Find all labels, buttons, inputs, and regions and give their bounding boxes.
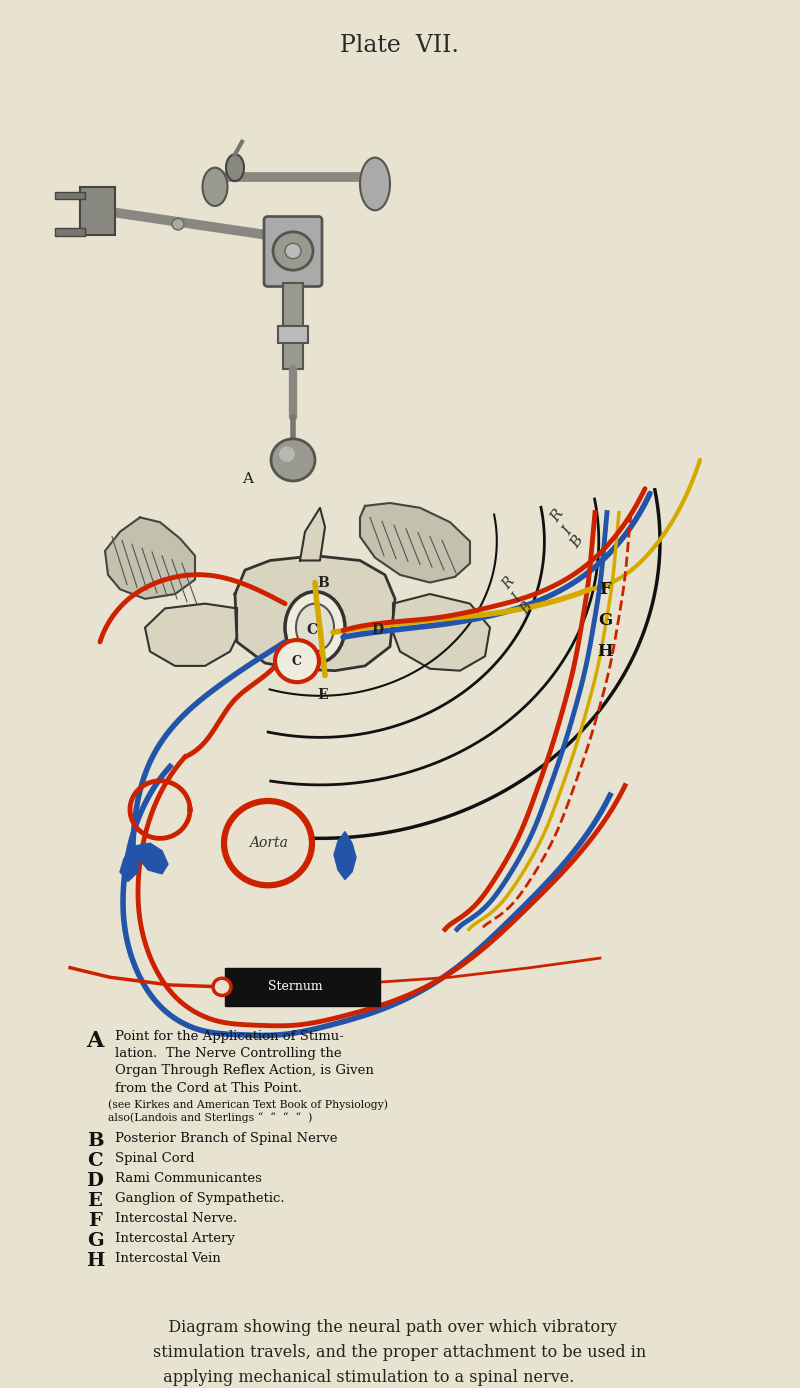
Text: E: E [318,687,328,702]
Text: B: B [317,576,329,590]
Text: E: E [87,1192,102,1210]
Text: Rami Communicantes: Rami Communicantes [115,1171,262,1185]
Ellipse shape [226,154,244,180]
Text: B: B [518,600,535,618]
Polygon shape [393,594,490,670]
Text: (see Kirkes and American Text Book of Physiology): (see Kirkes and American Text Book of Ph… [108,1099,388,1109]
Circle shape [279,447,295,462]
Text: Plate  VII.: Plate VII. [341,35,459,57]
Text: Spinal Cord: Spinal Cord [115,1152,194,1165]
Ellipse shape [360,158,390,211]
Text: D: D [86,1171,103,1190]
Text: Intercostal Nerve.: Intercostal Nerve. [115,1212,238,1226]
Text: Aorta: Aorta [249,836,287,849]
FancyBboxPatch shape [264,217,322,286]
Ellipse shape [296,604,334,651]
Text: Intercostal Artery: Intercostal Artery [115,1233,235,1245]
Text: Ganglion of Sympathetic.: Ganglion of Sympathetic. [115,1192,285,1205]
Text: Posterior Branch of Spinal Nerve: Posterior Branch of Spinal Nerve [115,1131,338,1145]
Text: C: C [292,655,302,668]
Text: G: G [598,612,612,629]
Polygon shape [105,518,195,598]
Text: C: C [87,1152,103,1170]
Polygon shape [360,502,470,583]
Bar [225,967,380,1006]
Ellipse shape [202,168,227,205]
Text: I: I [560,525,575,537]
Text: from the Cord at This Point.: from the Cord at This Point. [115,1081,302,1095]
Text: B: B [568,534,586,551]
Text: H: H [86,1252,104,1270]
Bar [55,228,85,236]
Text: Organ Through Reflex Action, is Given: Organ Through Reflex Action, is Given [115,1065,374,1077]
Text: I: I [510,591,524,605]
Text: F: F [599,580,611,598]
Text: G: G [86,1233,103,1251]
Polygon shape [334,831,356,880]
Text: B: B [86,1131,103,1149]
Polygon shape [300,508,325,561]
Text: H: H [597,643,613,661]
Bar [278,326,308,343]
Circle shape [275,640,319,682]
Text: C: C [306,623,318,637]
Polygon shape [145,604,237,666]
Text: also(Landois and Sterlings “  “  “  “  ): also(Landois and Sterlings “ “ “ “ ) [108,1112,312,1123]
Text: D: D [371,623,383,637]
Ellipse shape [285,591,345,663]
Polygon shape [120,843,168,881]
Text: Sternum: Sternum [268,980,322,994]
Bar [55,192,85,200]
Text: lation.  The Nerve Controlling the: lation. The Nerve Controlling the [115,1047,342,1060]
Circle shape [285,243,301,258]
Text: F: F [88,1212,102,1230]
Circle shape [273,232,313,271]
Polygon shape [235,555,395,670]
Text: A: A [242,472,254,486]
Text: Intercostal Vein: Intercostal Vein [115,1252,221,1266]
Bar [80,187,115,235]
Bar [283,283,303,369]
Circle shape [213,979,231,995]
Text: Diagram showing the neural path over which vibratory
stimulation travels, and th: Diagram showing the neural path over whi… [154,1320,646,1387]
Text: Point for the Application of Stimu-: Point for the Application of Stimu- [115,1030,344,1042]
Circle shape [172,218,184,230]
Text: A: A [86,1030,104,1052]
Circle shape [271,439,315,482]
Circle shape [224,801,312,886]
Text: R: R [500,575,518,593]
Text: R: R [548,508,566,525]
